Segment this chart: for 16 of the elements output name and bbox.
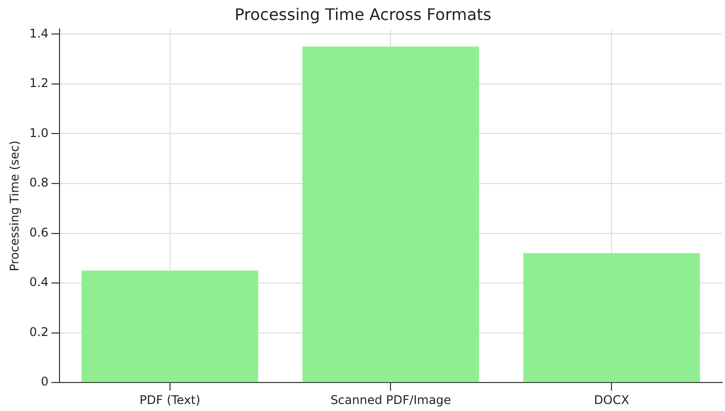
- y-tick-label: 0: [40, 374, 48, 389]
- bar: [523, 253, 700, 382]
- y-tick-label: 1.2: [29, 76, 48, 90]
- chart-title: Processing Time Across Formats: [234, 4, 492, 24]
- y-tick-label: 1.0: [29, 126, 48, 140]
- x-tick-label: PDF (Text): [139, 392, 200, 407]
- bar: [82, 270, 258, 382]
- y-axis-title: Processing Time (sec): [7, 140, 22, 272]
- x-tick-label: Scanned PDF/Image: [330, 392, 452, 407]
- y-tick-label: 0.8: [29, 176, 48, 190]
- y-tick-label: 0.2: [29, 324, 48, 339]
- x-tick-label: DOCX: [594, 392, 630, 407]
- y-tick-label: 1.4: [29, 26, 48, 40]
- y-tick-label: 0.6: [29, 225, 48, 240]
- y-tick-label: 0.4: [29, 275, 48, 290]
- bar: [302, 46, 480, 382]
